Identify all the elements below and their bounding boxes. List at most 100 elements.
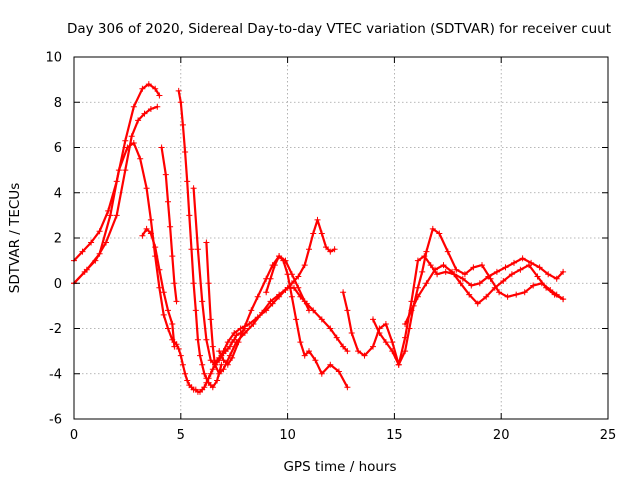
data-point-marker xyxy=(224,339,231,346)
data-point-marker xyxy=(167,223,174,230)
data-point-marker xyxy=(536,264,543,271)
data-point-marker xyxy=(551,291,558,298)
data-point-marker xyxy=(318,370,325,377)
data-point-marker xyxy=(479,262,485,269)
data-point-marker xyxy=(147,216,154,223)
data-point-marker xyxy=(165,307,171,314)
data-point-marker xyxy=(141,110,148,117)
data-point-marker xyxy=(190,280,197,287)
y-axis-label: SDTVAR / TECUs xyxy=(7,183,23,293)
data-point-marker xyxy=(160,289,167,296)
y-tick-label: 10 xyxy=(45,51,62,66)
x-axis-label: GPS time / hours xyxy=(283,459,396,475)
data-point-marker xyxy=(107,212,114,219)
series-trail xyxy=(371,227,565,366)
data-point-marker xyxy=(124,144,131,151)
data-point-marker xyxy=(335,368,342,375)
data-point-marker xyxy=(201,384,208,391)
data-point-marker xyxy=(327,361,334,368)
y-tick-label: 0 xyxy=(54,277,62,292)
y-axis: -6 -4 -2 0 2 4 6 8 10 xyxy=(45,51,608,428)
data-point-marker xyxy=(139,85,146,92)
data-point-marker xyxy=(513,291,520,298)
series-trail xyxy=(404,264,565,326)
x-tick-label: 15 xyxy=(386,428,403,443)
data-point-marker xyxy=(135,117,142,124)
data-point-marker xyxy=(209,366,216,373)
data-point-marker xyxy=(301,298,308,305)
data-point-marker xyxy=(293,316,300,323)
data-point-marker xyxy=(177,99,184,106)
data-point-marker xyxy=(427,262,434,269)
data-point-marker xyxy=(419,268,426,275)
data-point-marker xyxy=(476,280,483,287)
data-point-marker xyxy=(254,293,261,300)
series-trail xyxy=(72,105,159,285)
data-point-marker xyxy=(147,230,154,237)
data-point-marker xyxy=(389,348,396,355)
data-point-marker xyxy=(79,248,86,255)
data-point-marker xyxy=(248,307,255,314)
data-point-marker xyxy=(504,293,511,300)
series-satellite-track-12 xyxy=(370,225,567,368)
series-trail xyxy=(72,83,161,262)
data-point-marker xyxy=(267,298,274,305)
data-point-marker xyxy=(113,212,120,219)
series-satellite-track-6 xyxy=(175,87,225,391)
data-point-marker xyxy=(197,352,203,359)
data-point-marker xyxy=(487,275,494,282)
data-point-marker xyxy=(280,257,287,264)
series-trail xyxy=(160,146,178,303)
data-point-marker xyxy=(130,103,137,110)
data-point-marker xyxy=(560,268,567,275)
data-point-marker xyxy=(310,230,317,237)
data-point-marker xyxy=(156,266,163,273)
data-point-marker xyxy=(408,298,415,305)
data-point-marker xyxy=(182,370,189,377)
data-point-marker xyxy=(179,121,186,128)
series-satellite-track-5 xyxy=(158,144,180,305)
series-satellite-track-1 xyxy=(71,81,163,264)
data-point-marker xyxy=(306,348,312,355)
data-point-marker xyxy=(288,293,295,300)
data-point-marker xyxy=(184,377,191,384)
data-point-marker xyxy=(395,361,402,368)
data-point-marker xyxy=(306,246,312,253)
data-point-marker xyxy=(203,336,210,343)
data-point-marker xyxy=(103,239,109,246)
data-point-marker xyxy=(83,266,90,273)
data-point-marker xyxy=(203,239,210,246)
series-satellite-track-4 xyxy=(139,225,178,350)
data-point-marker xyxy=(173,298,180,305)
data-point-marker xyxy=(491,284,498,291)
series-satellite-track-10 xyxy=(263,253,351,391)
data-point-marker xyxy=(530,282,537,289)
data-point-marker xyxy=(301,262,308,269)
data-point-marker xyxy=(220,366,227,373)
data-point-marker xyxy=(224,361,231,368)
data-point-marker xyxy=(543,284,550,291)
data-point-marker xyxy=(348,330,355,336)
data-point-marker xyxy=(508,271,515,278)
data-point-marker xyxy=(340,343,347,350)
data-point-marker xyxy=(143,225,150,232)
y-tick-label: 4 xyxy=(54,186,62,201)
series-trail xyxy=(205,241,349,375)
data-point-marker xyxy=(263,289,270,296)
data-point-marker xyxy=(154,103,161,110)
y-tick-label: -4 xyxy=(49,367,62,382)
data-point-marker xyxy=(165,198,171,205)
data-point-marker xyxy=(553,275,560,282)
data-point-marker xyxy=(493,268,500,275)
data-point-marker xyxy=(429,225,436,232)
data-point-marker xyxy=(318,230,325,237)
data-point-marker xyxy=(295,284,302,291)
data-point-marker xyxy=(511,259,517,266)
data-point-marker xyxy=(171,280,178,287)
data-point-marker xyxy=(457,280,464,287)
y-tick-label: 6 xyxy=(54,141,62,156)
data-point-marker xyxy=(519,255,526,262)
data-point-marker xyxy=(207,316,214,323)
x-tick-label: 25 xyxy=(600,428,617,443)
x-tick-label: 20 xyxy=(493,428,510,443)
